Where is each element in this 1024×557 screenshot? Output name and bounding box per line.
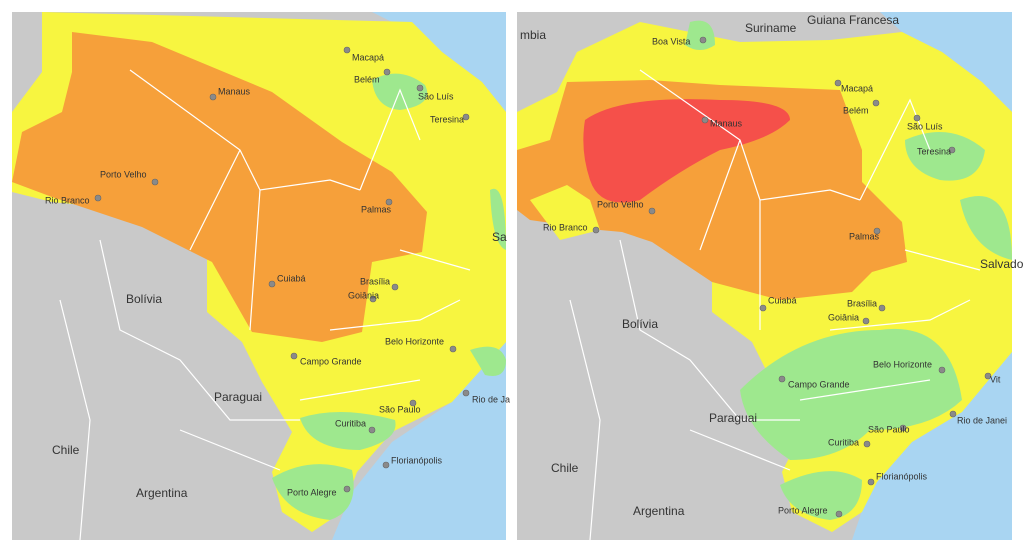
city-label: Porto Velho — [100, 169, 147, 179]
city-dot — [778, 375, 786, 383]
city-label: Brasília — [847, 298, 877, 308]
city-dot — [462, 113, 470, 121]
city-label: Goiânia — [348, 290, 379, 300]
country-label: Suriname — [745, 21, 797, 35]
country-label: Bolívia — [126, 292, 162, 306]
city-dot — [873, 227, 881, 235]
city-dot — [835, 510, 843, 518]
city-dot — [368, 426, 376, 434]
right-map — [517, 12, 1012, 540]
city-label: Rio Branco — [543, 222, 588, 232]
city-dot — [382, 461, 390, 469]
city-label: Rio Branco — [45, 195, 90, 205]
city-dot — [369, 295, 377, 303]
city-label: Curitiba — [335, 418, 366, 428]
city-dot — [699, 36, 707, 44]
city-dot — [938, 366, 946, 374]
country-label: Argentina — [136, 486, 188, 500]
city-label: Belém — [843, 105, 869, 115]
city-dot — [948, 146, 956, 154]
city-dot — [648, 207, 656, 215]
city-label: Cuiabá — [277, 273, 306, 283]
city-label: Belém — [354, 74, 380, 84]
city-label: Manaus — [710, 118, 743, 128]
country-label: Salvado — [980, 257, 1024, 271]
city-dot — [268, 280, 276, 288]
city-label: São Luís — [418, 91, 454, 101]
country-label: Paraguai — [709, 411, 757, 425]
city-label: Rio de Janei — [957, 415, 1007, 425]
city-dot — [385, 198, 393, 206]
city-label: Campo Grande — [788, 379, 850, 389]
city-label: Florianópolis — [876, 471, 928, 481]
city-label: Brasília — [360, 276, 390, 286]
city-dot — [701, 116, 709, 124]
city-label: Campo Grande — [300, 356, 362, 366]
city-label: Belo Horizonte — [385, 336, 444, 346]
left-map — [12, 12, 506, 540]
city-dot — [872, 99, 880, 107]
city-dot — [449, 345, 457, 353]
city-label: Vit — [990, 374, 1001, 384]
city-label: Goiânia — [828, 312, 859, 322]
city-label: Macapá — [841, 83, 873, 93]
city-label: São Paulo — [379, 404, 421, 414]
country-label: Argentina — [633, 504, 685, 518]
city-label: Teresina — [917, 146, 951, 156]
city-label: Porto Alegre — [287, 487, 337, 497]
city-dot — [862, 317, 870, 325]
country-label: Sa — [492, 230, 507, 244]
city-dot — [867, 478, 875, 486]
city-dot — [759, 304, 767, 312]
city-label: Macapá — [352, 52, 384, 62]
city-label: Boa Vista — [652, 36, 690, 46]
city-label: São Luís — [907, 121, 943, 131]
country-label: Chile — [551, 461, 579, 475]
city-dot — [209, 93, 217, 101]
city-dot — [949, 410, 957, 418]
country-label: mbia — [520, 28, 546, 42]
city-dot — [984, 372, 992, 380]
country-label: Guiana Francesa — [807, 13, 899, 27]
city-label: Porto Alegre — [778, 505, 828, 515]
city-label: Rio de Ja — [472, 394, 510, 404]
city-label: Porto Velho — [597, 199, 644, 209]
city-dot — [899, 424, 907, 432]
city-dot — [343, 485, 351, 493]
city-dot — [383, 68, 391, 76]
labels: Manaus Macapá Belém São Luís Teresina Porto V… — [45, 13, 1024, 518]
city-dot — [416, 84, 424, 92]
country-label: Bolívia — [622, 317, 658, 331]
city-label: Palmas — [849, 231, 880, 241]
city-label: Cuiabá — [768, 295, 797, 305]
city-label: Florianópolis — [391, 455, 443, 465]
city-label: Palmas — [361, 204, 392, 214]
city-dot — [834, 79, 842, 87]
city-dot — [290, 352, 298, 360]
city-dot — [409, 399, 417, 407]
city-dot — [462, 389, 470, 397]
city-label: Manaus — [218, 86, 251, 96]
city-dot — [151, 178, 159, 186]
city-label: Belo Horizonte — [873, 359, 932, 369]
city-dot — [592, 226, 600, 234]
country-label: Chile — [52, 443, 80, 457]
city-dot — [94, 194, 102, 202]
country-label: Paraguai — [214, 390, 262, 404]
city-label: Teresina — [430, 114, 464, 124]
city-dot — [913, 114, 921, 122]
city-dot — [863, 440, 871, 448]
city-label: São Paulo — [868, 424, 910, 434]
city-dot — [878, 304, 886, 312]
city-label: Curitiba — [828, 437, 859, 447]
city-dot — [343, 46, 351, 54]
city-dot — [391, 283, 399, 291]
